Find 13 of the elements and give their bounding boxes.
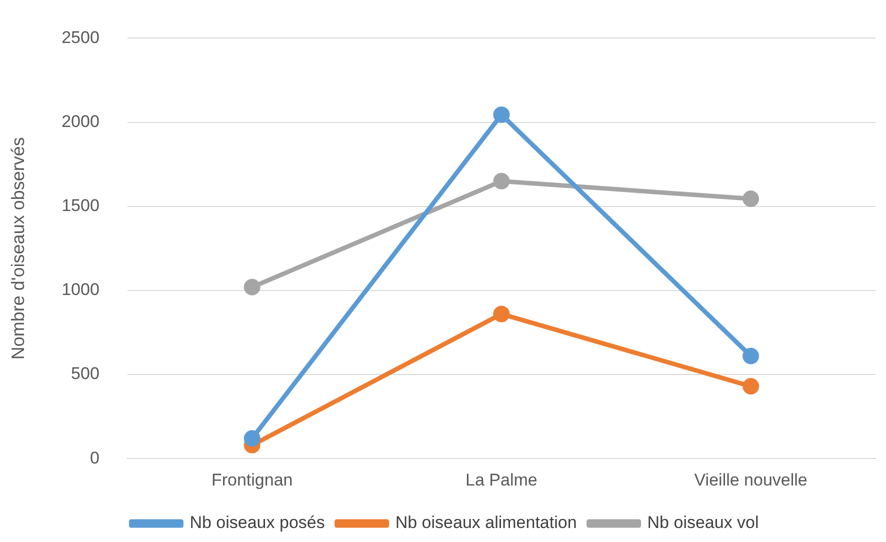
legend-label: Nb oiseaux vol [647,513,759,532]
x-tick-label: Vieille nouvelle [694,470,808,490]
y-tick-label: 2500 [62,28,100,47]
legend-label: Nb oiseaux posés [190,513,325,532]
legend-label: Nb oiseaux alimentation [395,513,577,532]
x-tick-label: Frontignan [211,470,293,490]
y-axis-title: Nombre d'oiseaux observés [8,137,28,360]
x-tick-label: La Palme [466,470,538,490]
y-tick-label: 0 [90,448,100,468]
y-tick-label: 1500 [62,196,100,216]
y-tick-label: 1000 [62,280,100,300]
y-tick-label: 500 [71,364,100,384]
y-tick-label: 2000 [62,112,100,131]
